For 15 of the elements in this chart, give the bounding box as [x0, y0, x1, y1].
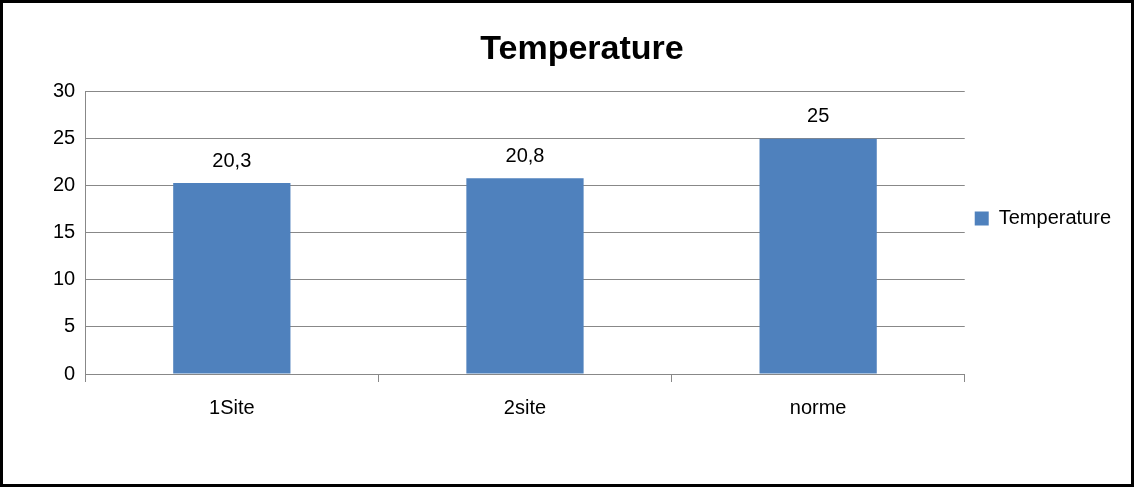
y-tick-label: 15	[53, 220, 76, 243]
y-tick-label: 10	[53, 267, 76, 290]
y-tick-label: 20	[53, 173, 76, 196]
legend-label: Temperature	[998, 206, 1112, 229]
x-tick-label: 2site	[503, 395, 547, 418]
chart-title: Temperature	[480, 27, 684, 66]
y-tick-label: 25	[53, 126, 76, 149]
data-label: 25	[807, 104, 830, 127]
y-tick-label: 5	[64, 314, 76, 337]
x-tick-label: norme	[789, 395, 847, 418]
y-tick-label: 0	[64, 361, 76, 384]
x-tick-label: 1Site	[209, 395, 255, 418]
data-label: 20,3	[212, 148, 252, 171]
data-label: 20,8	[505, 143, 545, 166]
y-tick-label: 30	[53, 79, 76, 102]
